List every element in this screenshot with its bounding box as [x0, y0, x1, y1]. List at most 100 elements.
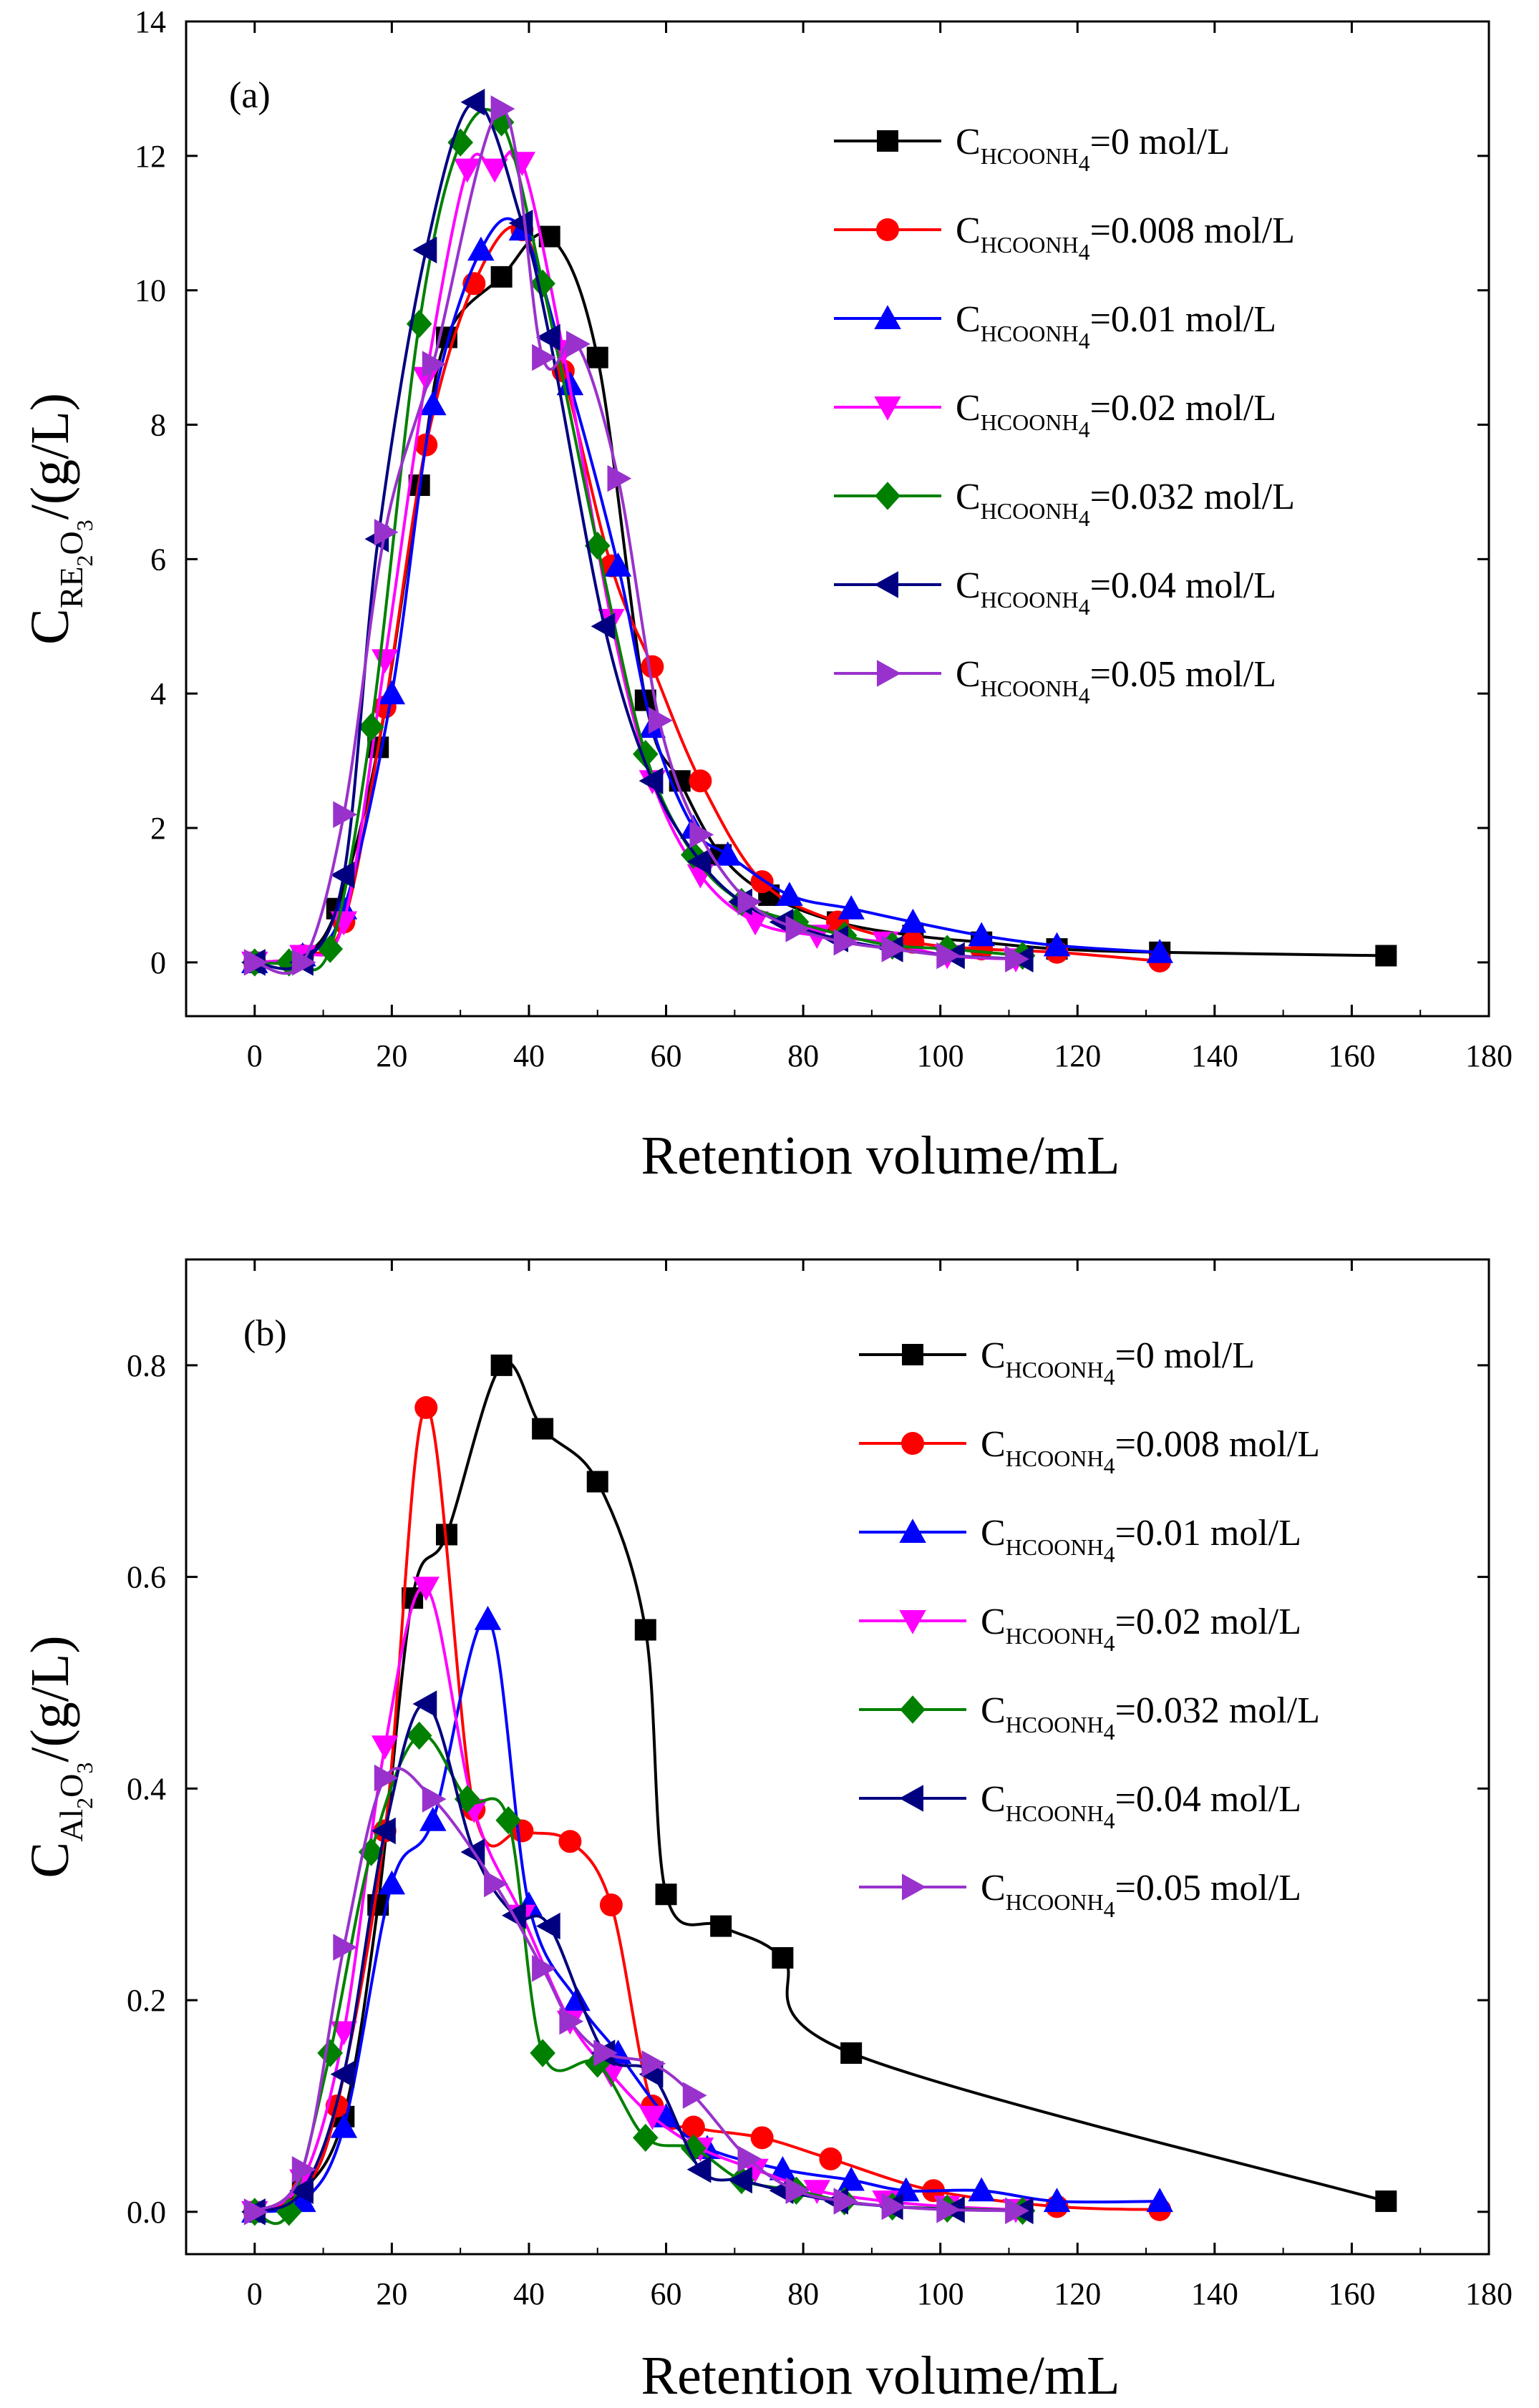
- legend-marker: [874, 396, 901, 421]
- legend-marker: [899, 1785, 923, 1812]
- legend-label-part: =0.008 mol/L: [1115, 1424, 1320, 1465]
- data-point: [1005, 2197, 1029, 2225]
- data-point: [532, 1955, 556, 1982]
- y-axis-title: CAl2O3/(g/L): [20, 1635, 97, 1878]
- data-point: [530, 2039, 555, 2067]
- legend-label-part: HCOONH: [1006, 1623, 1104, 1649]
- data-point: [689, 821, 714, 849]
- data-point: [936, 942, 961, 970]
- data-point: [737, 888, 762, 916]
- legend-label-part: 4: [1104, 1630, 1115, 1656]
- y-tick-label: 4: [150, 676, 166, 711]
- legend-label-part: C: [956, 210, 981, 251]
- legend-entry: CHCOONH4=0.008 mol/L: [859, 1424, 1320, 1478]
- legend-marker: [902, 1873, 926, 1901]
- legend-entry: CHCOONH4=0.02 mol/L: [859, 1602, 1301, 1656]
- y-axis-title-part: RE: [53, 567, 89, 609]
- series-line: [254, 1733, 1023, 2226]
- legend-entry: CHCOONH4=0.05 mol/L: [859, 1868, 1301, 1922]
- data-point: [330, 862, 355, 889]
- data-point: [374, 1764, 399, 1792]
- data-point: [599, 1893, 623, 1917]
- series-6: [243, 1764, 1029, 2226]
- legend-label-part: 4: [1104, 1364, 1115, 1390]
- legend-marker: [876, 218, 899, 241]
- data-point: [372, 1735, 399, 1760]
- x-tick-label: 140: [1191, 2276, 1238, 2311]
- legend-marker: [900, 1695, 926, 1724]
- y-tick-label: 0.6: [127, 1560, 166, 1595]
- legend-label-part: =0.05 mol/L: [1115, 1868, 1301, 1909]
- data-point: [785, 915, 810, 942]
- legend-label-part: =0.04 mol/L: [1115, 1779, 1301, 1820]
- legend-marker: [874, 305, 901, 329]
- legend-marker: [899, 1610, 926, 1634]
- x-axis-title: Retention volume/mL: [641, 2346, 1120, 2404]
- legend-entry: CHCOONH4=0 mol/L: [834, 122, 1230, 176]
- legend-entry: CHCOONH4=0 mol/L: [859, 1335, 1255, 1390]
- data-point: [535, 1912, 560, 1940]
- y-axis-title-part: 3: [72, 1763, 97, 1774]
- data-point: [881, 935, 906, 962]
- data-point: [634, 1619, 656, 1641]
- legend-label-part: HCOONH: [1006, 1800, 1104, 1826]
- y-tick-label: 0.0: [127, 2195, 166, 2230]
- legend-label-part: C: [956, 477, 981, 517]
- x-tick-label: 0: [247, 2276, 263, 2311]
- legend-label: CHCOONH4=0.032 mol/L: [981, 1690, 1320, 1745]
- data-point: [899, 908, 927, 933]
- data-point: [1043, 932, 1071, 957]
- data-point: [591, 613, 616, 640]
- legend-label-part: 4: [1104, 1453, 1115, 1478]
- data-point: [412, 1576, 440, 1602]
- legend-label: CHCOONH4=0.04 mol/L: [981, 1779, 1301, 1833]
- legend-label-part: 4: [1104, 1541, 1115, 1567]
- y-tick-label: 10: [135, 273, 166, 308]
- data-point: [372, 1817, 396, 1845]
- series-line: [254, 108, 1023, 972]
- legend-entry: CHCOONH4=0.05 mol/L: [834, 654, 1276, 708]
- x-tick-label: 80: [787, 1038, 819, 1073]
- data-point: [419, 391, 447, 416]
- data-point: [776, 882, 803, 906]
- data-point: [419, 1807, 447, 1831]
- data-point: [936, 2196, 961, 2223]
- legend-entry: CHCOONH4=0.008 mol/L: [834, 210, 1295, 265]
- legend-entry: CHCOONH4=0.01 mol/L: [834, 299, 1276, 354]
- y-tick-label: 0.2: [127, 1983, 166, 2018]
- y-axis-title-part: /(g/L): [20, 393, 80, 520]
- legend-label: CHCOONH4=0.008 mol/L: [981, 1424, 1320, 1478]
- legend-label: CHCOONH4=0.01 mol/L: [981, 1513, 1301, 1567]
- data-point: [495, 1806, 521, 1835]
- legend-label-part: 4: [1079, 239, 1090, 265]
- legend-label-part: HCOONH: [981, 321, 1079, 346]
- legend-label-part: =0 mol/L: [1090, 122, 1230, 162]
- y-tick-label: 0: [150, 945, 166, 980]
- legend-label-part: HCOONH: [981, 676, 1079, 701]
- legend-label-part: C: [981, 1602, 1006, 1642]
- data-point: [714, 841, 742, 866]
- data-point: [422, 351, 447, 378]
- legend-label-part: =0.01 mol/L: [1115, 1513, 1301, 1554]
- legend-label-part: HCOONH: [1006, 1357, 1104, 1383]
- data-point: [330, 911, 358, 936]
- data-point: [750, 2126, 774, 2150]
- legend-label-part: HCOONH: [1006, 1712, 1104, 1737]
- data-point: [566, 331, 591, 358]
- legend-label-part: =0 mol/L: [1115, 1335, 1255, 1376]
- y-axis-title-part: 2: [72, 1798, 97, 1809]
- data-point: [243, 2198, 268, 2226]
- data-point: [317, 935, 343, 963]
- legend-entry: CHCOONH4=0.032 mol/L: [834, 477, 1295, 531]
- data-point: [358, 713, 384, 741]
- series-6: [243, 95, 1029, 976]
- legend-label: CHCOONH4=0.05 mol/L: [981, 1868, 1301, 1922]
- x-tick-label: 40: [513, 2276, 545, 2311]
- legend-marker: [877, 660, 901, 687]
- legend-label: CHCOONH4=0.008 mol/L: [956, 210, 1295, 265]
- data-point: [317, 2039, 343, 2067]
- data-point: [686, 848, 712, 875]
- data-point: [838, 2166, 865, 2191]
- legend-label-part: C: [981, 1513, 1006, 1554]
